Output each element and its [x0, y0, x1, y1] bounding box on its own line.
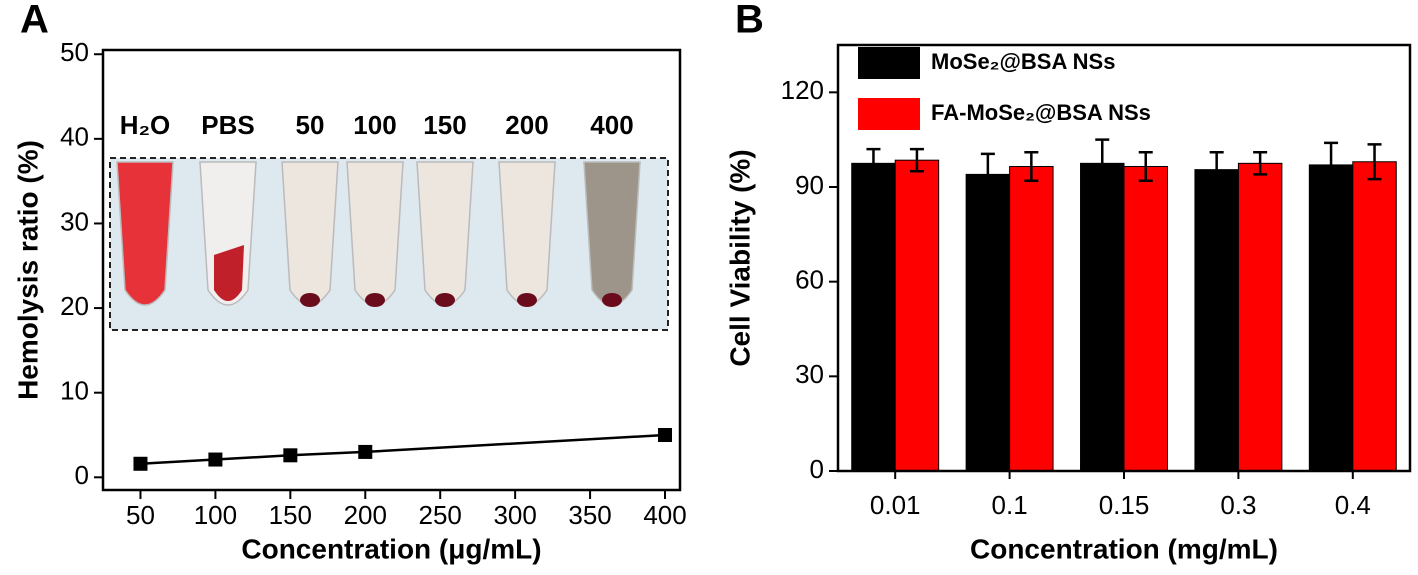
data-point: [283, 448, 298, 463]
error-bar: [1095, 138, 1110, 189]
y-tick-label: 50: [60, 37, 89, 67]
inset-label: 200: [505, 110, 548, 140]
legend-label: MoSe₂@BSA NSs: [931, 49, 1115, 74]
error-bar: [1367, 143, 1382, 181]
pellet: [435, 293, 455, 307]
bar: [1352, 161, 1397, 472]
y-axis-title: Hemolysis ratio (%): [12, 140, 43, 400]
bar: [1237, 162, 1283, 472]
inset-label: H₂O: [120, 110, 171, 140]
tube: [116, 161, 174, 306]
error-bar: [1138, 151, 1153, 182]
y-tick-label: 90: [795, 170, 824, 200]
tube: [346, 161, 404, 306]
x-tick-label: 0.3: [1220, 490, 1256, 520]
x-tick-label: 300: [493, 500, 536, 530]
inset-label: PBS: [201, 110, 254, 140]
pellet: [300, 293, 320, 307]
error-bar: [980, 152, 995, 197]
pellet: [365, 293, 385, 307]
error-bar: [1324, 141, 1339, 189]
bar: [1123, 165, 1168, 472]
legend-swatch: [858, 47, 920, 79]
legend-label: FA-MoSe₂@BSA NSs: [931, 100, 1151, 125]
pellet: [214, 245, 244, 301]
x-axis-title: Concentration (mg/mL): [970, 533, 1278, 564]
error-bar: [1209, 151, 1224, 189]
x-tick-label: 150: [269, 500, 312, 530]
x-tick-label: 400: [643, 500, 686, 530]
x-tick-label: 0.4: [1335, 490, 1371, 520]
error-bar: [909, 147, 924, 173]
data-point: [133, 456, 148, 471]
y-tick-label: 60: [795, 265, 824, 295]
panel-label: A: [20, 0, 49, 42]
y-tick-label: 30: [60, 206, 89, 236]
y-tick-label: 10: [60, 376, 89, 406]
panel-label: B: [735, 0, 764, 42]
data-point: [358, 444, 373, 459]
y-tick-label: 0: [810, 454, 824, 484]
inset-label: 150: [423, 110, 466, 140]
x-tick-label: 200: [344, 500, 387, 530]
bar: [851, 162, 896, 472]
y-tick-label: 30: [795, 359, 824, 389]
x-tick-label: 0.1: [992, 490, 1028, 520]
bar: [1080, 162, 1125, 472]
inset-label: 100: [353, 110, 396, 140]
x-tick-label: 250: [419, 500, 462, 530]
bar: [894, 159, 940, 472]
plot-frame: [836, 43, 1412, 473]
y-tick-label: 0: [75, 460, 89, 490]
tube: [281, 161, 339, 306]
bar: [965, 173, 1011, 472]
pellet: [602, 293, 622, 307]
error-bar: [866, 147, 881, 179]
x-tick-label: 0.15: [1099, 490, 1150, 520]
error-bar: [1253, 151, 1268, 176]
y-tick-label: 120: [781, 75, 824, 105]
bar: [1009, 165, 1054, 472]
bar: [1308, 164, 1354, 472]
x-tick-label: 350: [568, 500, 611, 530]
tube: [498, 161, 556, 306]
error-bar: [1024, 151, 1039, 182]
x-tick-label: 0.01: [870, 490, 921, 520]
y-axis-title: Cell Viability (%): [724, 149, 755, 366]
x-tick-label: 100: [194, 500, 237, 530]
inset-photo: [109, 157, 669, 331]
inset-label: 50: [296, 110, 325, 140]
x-axis-title: Concentration (μg/mL): [241, 533, 541, 564]
data-point: [658, 428, 673, 442]
inset-label: 400: [590, 110, 633, 140]
legend-swatch: [858, 98, 920, 130]
y-tick-label: 20: [60, 291, 89, 321]
y-tick-label: 40: [60, 122, 89, 152]
bar: [1194, 169, 1239, 472]
tube: [583, 161, 641, 306]
pellet: [517, 293, 537, 307]
x-tick-label: 50: [126, 500, 155, 530]
plot-frame: [101, 48, 682, 492]
tube: [416, 161, 474, 306]
data-point: [208, 452, 223, 467]
